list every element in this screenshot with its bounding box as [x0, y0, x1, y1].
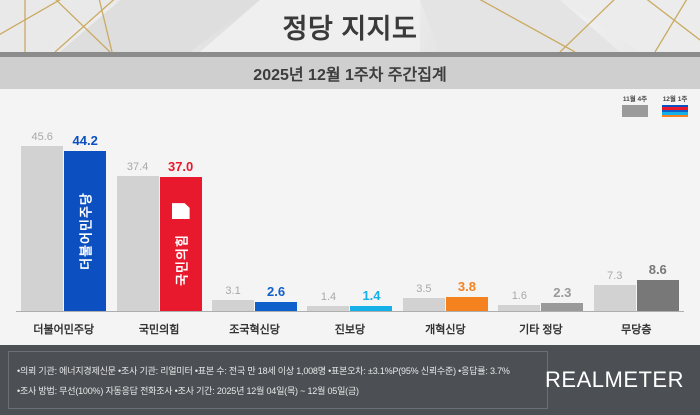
- bar-rect-current: 더불어민주당: [64, 151, 107, 311]
- category-label: 개혁신당: [425, 324, 466, 336]
- bar-current: 1.4: [350, 287, 393, 311]
- category-label: 진보당: [334, 324, 366, 336]
- bar-party-logo: 더불어민주당: [78, 192, 94, 270]
- bar-previous: 45.6: [21, 131, 64, 311]
- legend-item-previous: 11월 4주: [622, 93, 648, 117]
- bar-current: 3.8: [445, 279, 488, 311]
- bar-rect-current: [541, 302, 584, 311]
- legend-swatch-current: [662, 105, 688, 118]
- chart-legend: 11월 4주 12월 1주: [622, 93, 688, 118]
- bar-previous: 1.6: [498, 290, 541, 311]
- realmeter-logo: REALMETER: [545, 367, 684, 392]
- page-title: 정당 지지도: [282, 13, 418, 44]
- category-label: 국민의힘: [138, 324, 180, 336]
- bar-rect-current: [255, 301, 298, 311]
- bar-previous: 3.1: [212, 284, 255, 311]
- bar-value-previous: 1.4: [320, 290, 337, 303]
- bar-value-previous: 45.6: [31, 131, 53, 143]
- bar-previous: 7.3: [593, 269, 636, 311]
- bar-rect-previous: [402, 298, 445, 311]
- chart-baseline: [16, 311, 684, 312]
- bar-rect-current: [445, 297, 488, 311]
- bar-rect-previous: [21, 146, 64, 311]
- bar-group: 3.5 3.8 개혁신당: [398, 89, 493, 345]
- bar-value-current: 8.6: [648, 261, 667, 277]
- header-banner: 정당 지지도: [0, 0, 700, 52]
- bar-current: 8.6: [636, 261, 679, 311]
- legend-swatch-previous: [622, 105, 648, 117]
- bar-rect-previous: [593, 284, 636, 311]
- legend-item-current: 12월 1주: [662, 93, 688, 118]
- bar-previous: 3.5: [402, 283, 445, 311]
- header-geometric-pattern: [0, 0, 700, 52]
- bar-value-previous: 37.4: [126, 160, 149, 173]
- category-label: 기타 정당: [519, 324, 563, 336]
- bar-value-previous: 3.1: [225, 284, 241, 297]
- category-label: 무당층: [621, 324, 652, 336]
- bar-rect-previous: [116, 175, 159, 311]
- methodology-line-1: •의뢰 기관: 에너지경제신문 •조사 기관: 리얼미터 •표본 수: 전국 만…: [17, 365, 510, 376]
- bar-value-current: 3.8: [457, 279, 476, 295]
- category-label: 조국혁신당: [229, 324, 280, 336]
- bar-value-current: 2.3: [553, 284, 572, 300]
- bar-group: 37.4 37.0 국민의힘 국민의힘: [111, 89, 206, 345]
- subtitle-band: 2025년 12월 1주차 주간집계: [0, 57, 700, 89]
- bar-previous: 1.4: [307, 290, 350, 311]
- bar-value-current: 37.0: [167, 159, 194, 175]
- bar-rect-current: 국민의힘: [159, 177, 202, 311]
- bar-value-previous: 1.6: [511, 290, 527, 303]
- bar-previous: 37.4: [116, 160, 159, 311]
- bar-value-current: 44.2: [72, 133, 98, 149]
- subtitle-text: 2025년 12월 1주차 주간집계: [253, 67, 447, 84]
- footer-bar: •의뢰 기관: 에너지경제신문 •조사 기관: 리얼미터 •표본 수: 전국 만…: [0, 345, 700, 415]
- legend-label-previous: 11월 4주: [622, 96, 648, 103]
- methodology-line-2: •조사 방법: 무선(100%) 자동응답 전화조사 •조사 기간: 2025년…: [17, 385, 359, 396]
- bar-current: 37.0 국민의힘: [159, 159, 202, 311]
- bar-current: 44.2 더불어민주당: [64, 133, 107, 311]
- methodology-box: •의뢰 기관: 에너지경제신문 •조사 기관: 리얼미터 •표본 수: 전국 만…: [8, 351, 548, 409]
- bar-value-previous: 3.5: [416, 283, 432, 296]
- category-label: 더불어민주당: [33, 324, 95, 336]
- bar-group: 7.3 8.6 무당층: [589, 89, 684, 345]
- bar-group: 1.6 2.3 기타 정당: [493, 89, 588, 345]
- header-divider: [0, 52, 700, 57]
- bar-value-current: 2.6: [267, 283, 286, 299]
- bar-current: 2.3: [541, 284, 584, 311]
- bar-current: 2.6: [255, 283, 298, 311]
- bar-group: 1.4 1.4 진보당: [302, 89, 397, 345]
- bar-group: 3.1 2.6 조국혁신당: [207, 89, 302, 345]
- bar-value-previous: 7.3: [607, 269, 623, 282]
- bar-group: 45.6 44.2 더불어민주당 더불어민주당: [16, 89, 111, 345]
- bar-rect-previous: [212, 299, 255, 311]
- bar-rect-current: [636, 279, 679, 311]
- bar-rect-previous: [498, 305, 541, 311]
- legend-label-current: 12월 1주: [662, 96, 688, 103]
- bar-rect-current: [350, 305, 393, 311]
- bar-rect-previous: [307, 305, 350, 311]
- ppp-emblem-icon: [171, 203, 190, 220]
- bar-party-logo: 국민의힘: [174, 234, 190, 287]
- chart-area: 11월 4주 12월 1주 45.6 44.2 더불어민주당 더불어민주당 37.4 37…: [0, 89, 700, 345]
- bar-groups: 45.6 44.2 더불어민주당 더불어민주당 37.4 37.0 국민의힘 국민의힘 3.1 2…: [0, 89, 700, 345]
- bar-value-current: 1.4: [362, 287, 381, 303]
